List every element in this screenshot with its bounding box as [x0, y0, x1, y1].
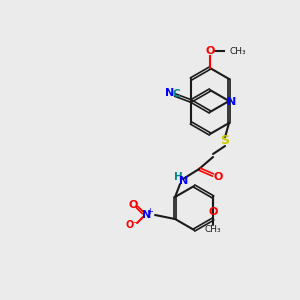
Text: O: O: [213, 172, 223, 182]
Text: N: N: [179, 176, 189, 186]
Text: O: O: [208, 207, 218, 217]
Text: S: S: [220, 134, 230, 146]
Text: CH₃: CH₃: [205, 226, 221, 235]
Text: CH₃: CH₃: [230, 46, 247, 56]
Text: N: N: [227, 97, 237, 107]
Text: +: +: [147, 208, 154, 217]
Text: C: C: [172, 89, 180, 99]
Text: O: O: [128, 200, 138, 210]
Text: N: N: [142, 210, 152, 220]
Text: O⁻: O⁻: [125, 220, 139, 230]
Text: H: H: [174, 172, 182, 182]
Text: O: O: [205, 46, 215, 56]
Text: N: N: [165, 88, 175, 98]
